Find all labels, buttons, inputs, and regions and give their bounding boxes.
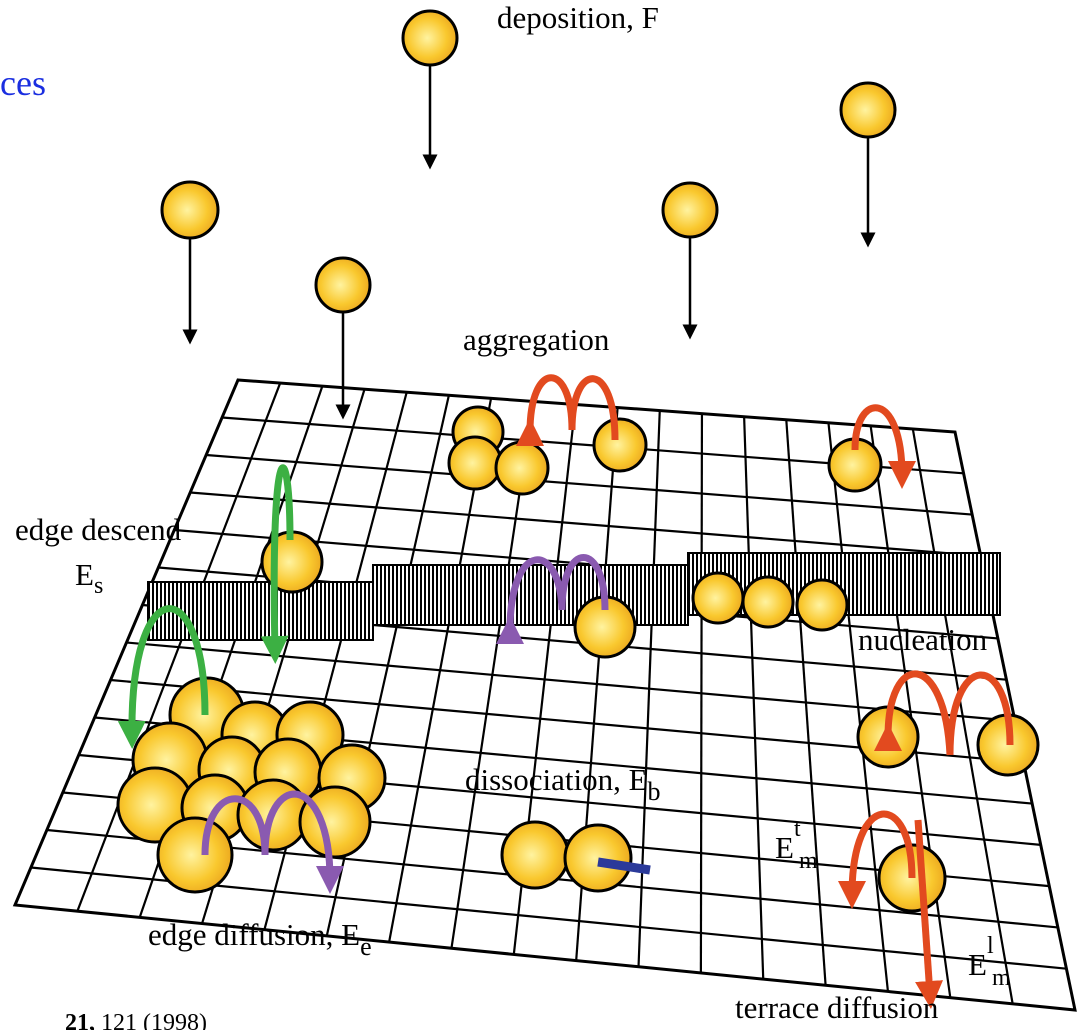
deposition-paths (190, 65, 868, 412)
label: b (648, 777, 661, 806)
label: deposition, F (497, 0, 659, 35)
diagram: ces deposition, F aggregation edge desce… (0, 0, 1091, 1030)
label: aggregation (463, 322, 610, 357)
title-fragment: ces (0, 63, 46, 103)
label: l (987, 933, 994, 959)
label: Es (75, 557, 103, 599)
label: E (75, 557, 94, 592)
label: E (775, 830, 794, 865)
citation: 21, 121 (1998) (65, 1010, 207, 1030)
label: terrace diffusion (735, 990, 939, 1025)
label: edge diffusion, Ee (148, 917, 372, 961)
label: s (94, 573, 103, 599)
label: E (968, 947, 987, 982)
step-edge (373, 565, 688, 625)
label: m (799, 848, 818, 874)
label: edge descend (15, 512, 182, 547)
label: edge diffusion, E (148, 917, 360, 952)
label: nucleation (858, 622, 988, 657)
citation-pages: 121 (1998) (101, 1010, 207, 1030)
page: ces deposition, F aggregation edge desce… (0, 0, 1091, 1030)
label: t (794, 816, 801, 842)
label: dissociation, E (465, 762, 648, 797)
label: m (992, 965, 1011, 991)
citation-volume: 21, (65, 1010, 95, 1030)
label: e (360, 932, 372, 961)
